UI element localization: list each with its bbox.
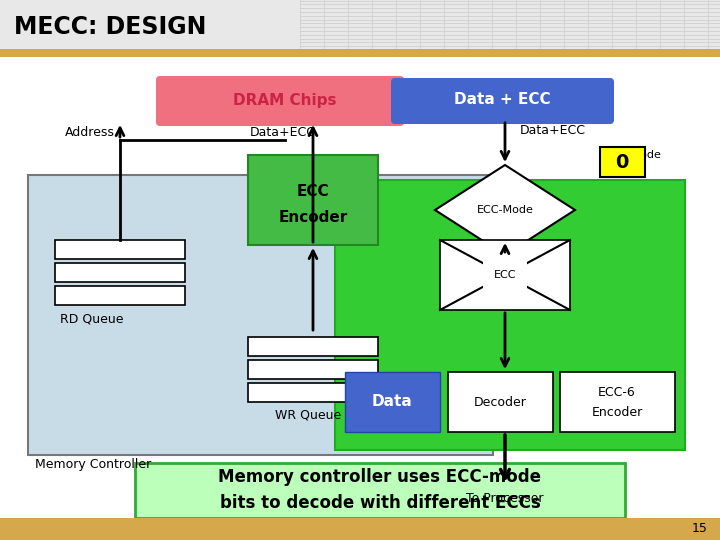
Text: Memory Controller: Memory Controller xyxy=(35,458,151,471)
Text: ECC: ECC xyxy=(494,270,516,280)
Text: DRAM Chips: DRAM Chips xyxy=(233,92,337,107)
FancyBboxPatch shape xyxy=(0,49,720,57)
FancyBboxPatch shape xyxy=(248,337,378,356)
Text: Data: Data xyxy=(372,395,413,409)
FancyBboxPatch shape xyxy=(55,240,185,259)
FancyBboxPatch shape xyxy=(55,263,185,282)
FancyBboxPatch shape xyxy=(0,0,720,50)
Text: Memory controller uses ECC-mode
bits to decode with different ECCs: Memory controller uses ECC-mode bits to … xyxy=(218,469,541,511)
Text: Address: Address xyxy=(65,125,115,138)
Text: WR Queue: WR Queue xyxy=(275,409,341,422)
Text: Decoder: Decoder xyxy=(474,395,526,408)
Text: ECC-Mode: ECC-Mode xyxy=(477,205,534,215)
Polygon shape xyxy=(435,165,575,255)
FancyBboxPatch shape xyxy=(248,383,378,402)
FancyBboxPatch shape xyxy=(560,372,675,432)
FancyBboxPatch shape xyxy=(391,78,614,124)
Text: Encoder: Encoder xyxy=(279,210,348,225)
FancyBboxPatch shape xyxy=(248,155,378,245)
FancyBboxPatch shape xyxy=(345,372,440,432)
Text: Encoder: Encoder xyxy=(591,406,643,419)
Text: 0: 0 xyxy=(616,152,629,172)
Text: To Processor: To Processor xyxy=(467,492,544,505)
FancyBboxPatch shape xyxy=(28,175,493,455)
FancyBboxPatch shape xyxy=(135,463,625,518)
FancyBboxPatch shape xyxy=(156,76,404,126)
Text: Data+ECC: Data+ECC xyxy=(250,125,316,138)
Text: Data + ECC: Data + ECC xyxy=(454,92,550,107)
FancyBboxPatch shape xyxy=(448,372,553,432)
Text: RD Queue: RD Queue xyxy=(60,312,124,325)
Text: ECC-6: ECC-6 xyxy=(598,386,636,399)
FancyBboxPatch shape xyxy=(248,360,378,379)
Text: Data+ECC: Data+ECC xyxy=(520,124,586,137)
Text: MECC: DESIGN: MECC: DESIGN xyxy=(14,15,207,39)
FancyBboxPatch shape xyxy=(600,147,645,177)
FancyBboxPatch shape xyxy=(0,518,720,540)
FancyBboxPatch shape xyxy=(55,286,185,305)
FancyBboxPatch shape xyxy=(440,240,570,310)
Text: 15: 15 xyxy=(692,523,708,536)
Text: ECC: ECC xyxy=(297,185,329,199)
Text: ECC-Mode: ECC-Mode xyxy=(605,150,662,160)
FancyBboxPatch shape xyxy=(335,180,685,450)
